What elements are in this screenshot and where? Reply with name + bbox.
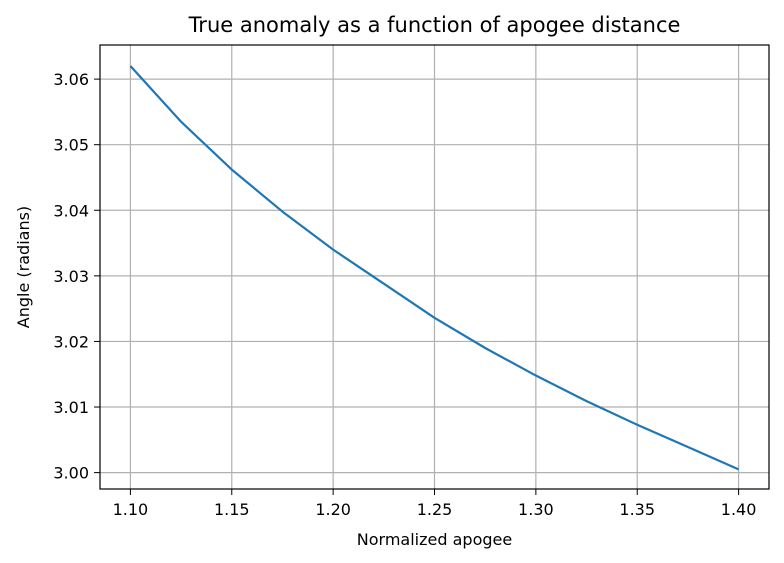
x-tick-label: 1.25 xyxy=(417,500,453,519)
x-tick-label: 1.35 xyxy=(619,500,655,519)
chart-title: True anomaly as a function of apogee dis… xyxy=(188,13,681,37)
y-tick-label: 3.06 xyxy=(53,70,89,89)
x-tick-label: 1.20 xyxy=(315,500,351,519)
y-tick-label: 3.01 xyxy=(53,398,89,417)
x-tick-label: 1.40 xyxy=(721,500,757,519)
grid-layer xyxy=(100,45,769,489)
y-tick-label: 3.03 xyxy=(53,267,89,286)
series-layer xyxy=(129,65,740,471)
x-tick-label: 1.30 xyxy=(518,500,554,519)
y-tick-label: 3.02 xyxy=(53,332,89,351)
x-axis-label: Normalized apogee xyxy=(357,530,512,549)
series-line-0 xyxy=(129,65,740,471)
plot-frame xyxy=(99,44,770,490)
y-tick-label: 3.05 xyxy=(53,136,89,155)
y-tick-label: 3.04 xyxy=(53,201,89,220)
y-tick-label: 3.00 xyxy=(53,464,89,483)
y-axis-label: Angle (radians) xyxy=(14,206,33,328)
x-tick-label: 1.10 xyxy=(113,500,149,519)
tick-layer: 1.10 1.15 1.20 1.25 1.30 1.35 1.40 3.00 3.01 3.02… xyxy=(53,70,756,519)
x-tick-label: 1.15 xyxy=(214,500,250,519)
